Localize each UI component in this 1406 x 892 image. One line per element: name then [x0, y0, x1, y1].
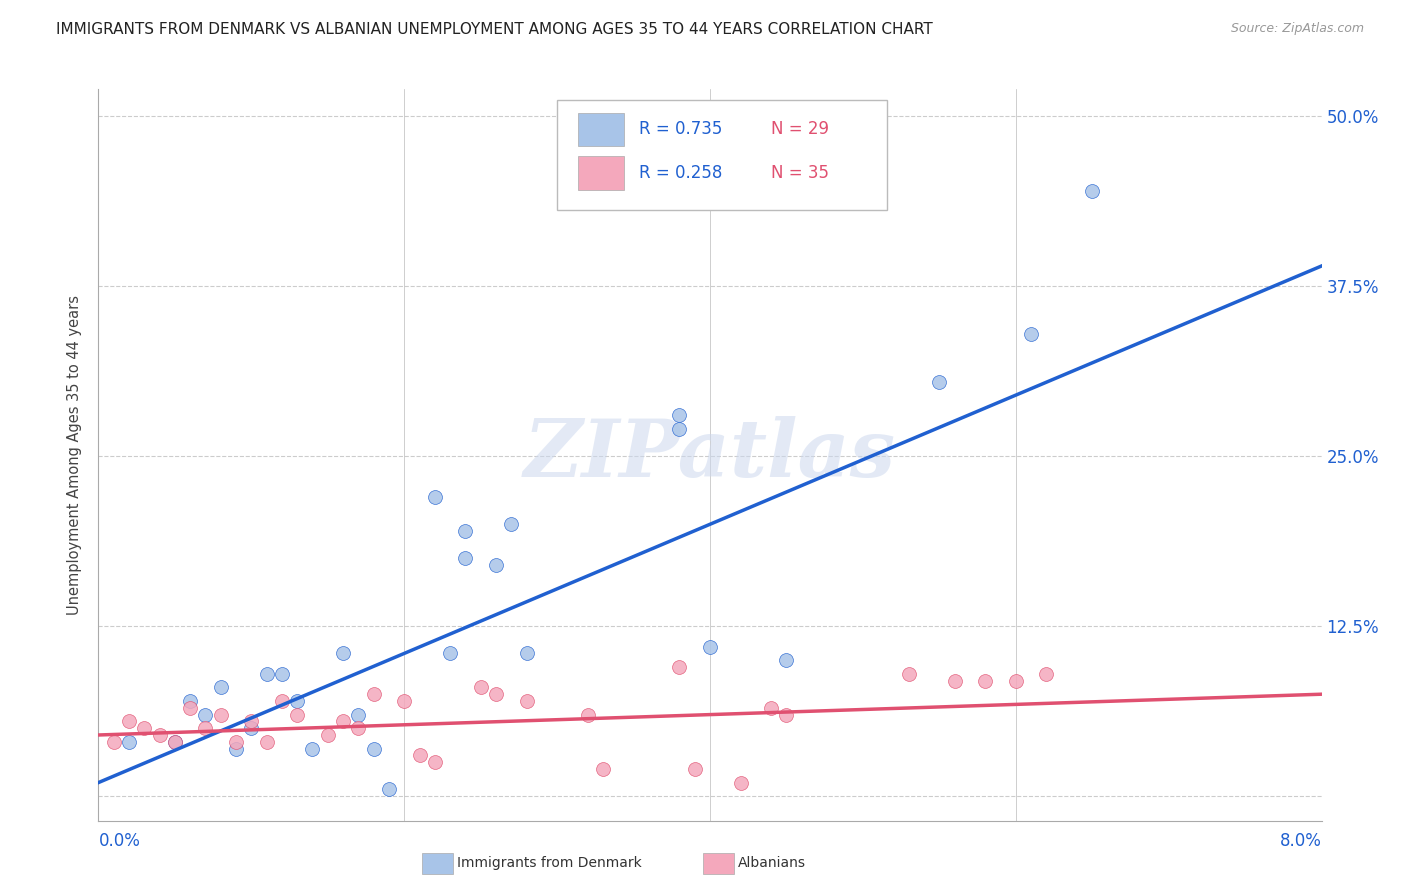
Point [1035, 666, 1057, 681]
Point [485, 687, 508, 701]
Point [285, 707, 308, 722]
Point [699, 640, 721, 654]
Point [454, 524, 477, 538]
Point [347, 707, 370, 722]
Point [285, 694, 308, 708]
Text: N = 35: N = 35 [772, 164, 830, 182]
Point [730, 775, 752, 789]
Point [270, 666, 294, 681]
Text: 0.0%: 0.0% [98, 831, 141, 849]
Point [378, 782, 401, 797]
Point [668, 409, 690, 423]
Point [668, 422, 690, 436]
Point [897, 666, 920, 681]
Point [103, 735, 125, 749]
Point [179, 694, 201, 708]
Point [118, 714, 141, 729]
Text: R = 0.735: R = 0.735 [640, 120, 723, 138]
Point [240, 714, 263, 729]
Point [485, 558, 508, 572]
Point [683, 762, 706, 776]
Point [316, 728, 339, 742]
Point [209, 681, 232, 695]
Point [240, 721, 263, 735]
Point [775, 653, 797, 667]
Point [439, 647, 461, 661]
Point [1004, 673, 1026, 688]
Point [149, 728, 172, 742]
Text: 8.0%: 8.0% [1279, 831, 1322, 849]
Point [943, 673, 966, 688]
Point [775, 707, 797, 722]
Point [225, 741, 247, 756]
Point [392, 694, 416, 708]
Point [668, 660, 690, 674]
Point [470, 681, 492, 695]
Point [194, 721, 217, 735]
Point [332, 714, 354, 729]
Point [179, 700, 201, 714]
Point [423, 490, 446, 504]
Point [194, 707, 217, 722]
FancyBboxPatch shape [578, 156, 624, 190]
FancyBboxPatch shape [557, 100, 887, 210]
Point [516, 647, 538, 661]
Point [118, 735, 141, 749]
Point [256, 735, 278, 749]
Text: N = 29: N = 29 [772, 120, 830, 138]
Point [928, 375, 950, 389]
Point [423, 755, 446, 769]
Point [270, 694, 294, 708]
Point [301, 741, 323, 756]
Point [256, 666, 278, 681]
Point [225, 735, 247, 749]
Point [592, 762, 614, 776]
Point [163, 735, 186, 749]
Text: Immigrants from Denmark: Immigrants from Denmark [457, 856, 641, 871]
Point [363, 741, 385, 756]
Point [454, 551, 477, 566]
Point [759, 700, 782, 714]
Point [347, 721, 370, 735]
Point [134, 721, 156, 735]
Point [408, 748, 430, 763]
Point [209, 707, 232, 722]
Text: ZIPatlas: ZIPatlas [524, 417, 896, 493]
Point [363, 687, 385, 701]
Point [501, 517, 523, 532]
Point [576, 707, 599, 722]
Text: IMMIGRANTS FROM DENMARK VS ALBANIAN UNEMPLOYMENT AMONG AGES 35 TO 44 YEARS CORRE: IMMIGRANTS FROM DENMARK VS ALBANIAN UNEM… [56, 22, 934, 37]
Point [1081, 184, 1104, 198]
Point [332, 647, 354, 661]
FancyBboxPatch shape [578, 112, 624, 146]
Text: Albanians: Albanians [738, 856, 806, 871]
Y-axis label: Unemployment Among Ages 35 to 44 years: Unemployment Among Ages 35 to 44 years [67, 295, 83, 615]
Point [1019, 326, 1042, 341]
Point [516, 694, 538, 708]
Text: R = 0.258: R = 0.258 [640, 164, 723, 182]
Point [974, 673, 997, 688]
Point [163, 735, 186, 749]
Text: Source: ZipAtlas.com: Source: ZipAtlas.com [1230, 22, 1364, 36]
